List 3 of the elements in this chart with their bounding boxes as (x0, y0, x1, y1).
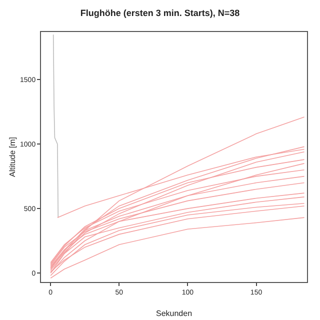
chart-title: Flughöhe (ersten 3 min. Starts), N=38 (80, 8, 240, 18)
x-axis-title: Sekunden (156, 309, 192, 318)
y-axis-title: Altitude [m] (8, 136, 17, 178)
